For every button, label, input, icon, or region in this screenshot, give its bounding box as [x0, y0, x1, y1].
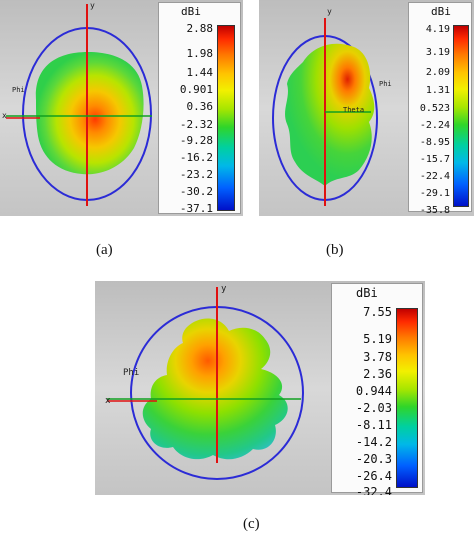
x-axis-label: x	[105, 396, 111, 406]
scale-ticks: 7.55 5.19 3.78 2.36 0.944 -2.03 -8.11 -1…	[334, 296, 392, 495]
color-scale-bar	[453, 25, 469, 207]
color-scale-c: dBi 7.55 5.19 3.78 2.36 0.944 -2.03 -8.1…	[331, 283, 423, 495]
panel-c: y x Phi dBi 7.55 5.19 3.78 2.36 0.944 -2…	[95, 281, 425, 495]
caption-b: (b)	[326, 242, 344, 258]
radiation-pattern-blob	[35, 52, 144, 175]
scale-tick: -30.2	[179, 185, 213, 198]
scale-tick: 1.98	[186, 47, 214, 60]
scale-tick: 2.36	[363, 367, 392, 381]
scale-tick: -2.24	[419, 120, 450, 131]
caption-c: (c)	[243, 516, 260, 532]
y-axis-label: y	[221, 284, 227, 294]
scale-tick: -2.32	[179, 118, 213, 131]
panel-a: y x Phi dBi 2.88 1.98 1.44 0.901 0.36 -2…	[0, 0, 243, 216]
scale-tick: 0.944	[355, 384, 392, 398]
scale-tick: -22.4	[419, 171, 450, 182]
scale-tick: 2.88	[186, 22, 214, 35]
scale-tick: -26.4	[355, 469, 392, 483]
scale-tick: 1.44	[186, 66, 214, 79]
radiation-pattern-blob	[142, 318, 288, 460]
scale-tick: 1.31	[425, 85, 450, 96]
radiation-pattern-blob	[285, 43, 375, 187]
scale-tick: 3.78	[363, 350, 392, 364]
caption-a: (a)	[96, 242, 113, 258]
color-scale-b: dBi 4.19 3.19 2.09 1.31 0.523 -2.24 -8.9…	[408, 2, 472, 216]
scale-ticks: 2.88 1.98 1.44 0.901 0.36 -2.32 -9.28 -1…	[161, 17, 213, 216]
phi-label: Phi	[12, 86, 25, 94]
phi-label: Phi	[379, 80, 392, 88]
color-scale-bar	[217, 25, 235, 211]
scale-tick: -32.4	[355, 485, 392, 495]
scale-tick: 2.09	[425, 67, 450, 78]
scale-tick: -2.03	[355, 401, 392, 415]
scale-tick: -15.7	[419, 154, 450, 165]
scale-ticks: 4.19 3.19 2.09 1.31 0.523 -2.24 -8.95 -1…	[410, 15, 450, 216]
scale-unit-label: dBi	[181, 5, 201, 18]
phi-label: Phi	[123, 368, 139, 378]
scale-tick: 5.19	[363, 332, 392, 346]
scale-tick: 7.55	[363, 305, 392, 319]
scale-tick: -23.2	[179, 168, 213, 181]
scale-tick: -9.28	[179, 134, 213, 147]
scale-tick: -29.1	[419, 188, 450, 199]
scale-tick: -35.8	[419, 205, 450, 216]
scale-tick: 0.36	[186, 100, 214, 113]
scale-tick: 0.523	[419, 103, 450, 114]
scale-tick: -8.11	[355, 418, 392, 432]
x-axis-label: x	[2, 111, 7, 120]
y-axis-label: y	[90, 1, 95, 10]
scale-unit-label: dBi	[431, 5, 451, 18]
scale-tick: 3.19	[425, 47, 450, 58]
color-scale-bar	[396, 308, 418, 488]
scale-tick: -8.95	[419, 137, 450, 148]
scale-tick: -20.3	[355, 452, 392, 466]
panel-b: y Phi Theta dBi 4.19 3.19 2.09 1.31 0.52…	[259, 0, 474, 216]
scale-tick: 0.901	[179, 83, 213, 96]
scale-tick: -37.1	[179, 202, 213, 215]
color-scale-a: dBi 2.88 1.98 1.44 0.901 0.36 -2.32 -9.2…	[158, 2, 241, 214]
y-axis-label: y	[327, 7, 332, 16]
theta-label: Theta	[343, 106, 364, 114]
scale-unit-label: dBi	[356, 286, 378, 300]
scale-tick: -14.2	[355, 435, 392, 449]
scale-tick: 4.19	[425, 24, 450, 35]
scale-tick: -16.2	[179, 151, 213, 164]
